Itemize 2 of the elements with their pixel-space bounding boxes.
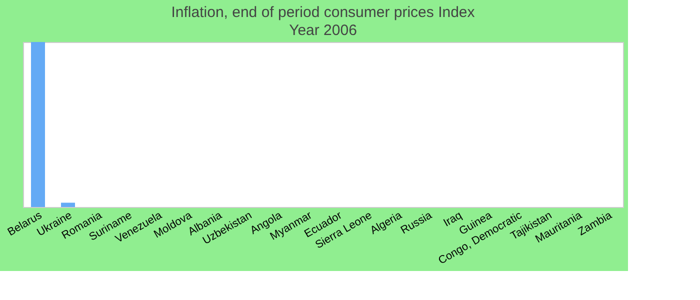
chart-title: Inflation, end of period consumer prices Index	[171, 4, 476, 21]
chart-subtitle: Year 2006	[289, 22, 357, 39]
